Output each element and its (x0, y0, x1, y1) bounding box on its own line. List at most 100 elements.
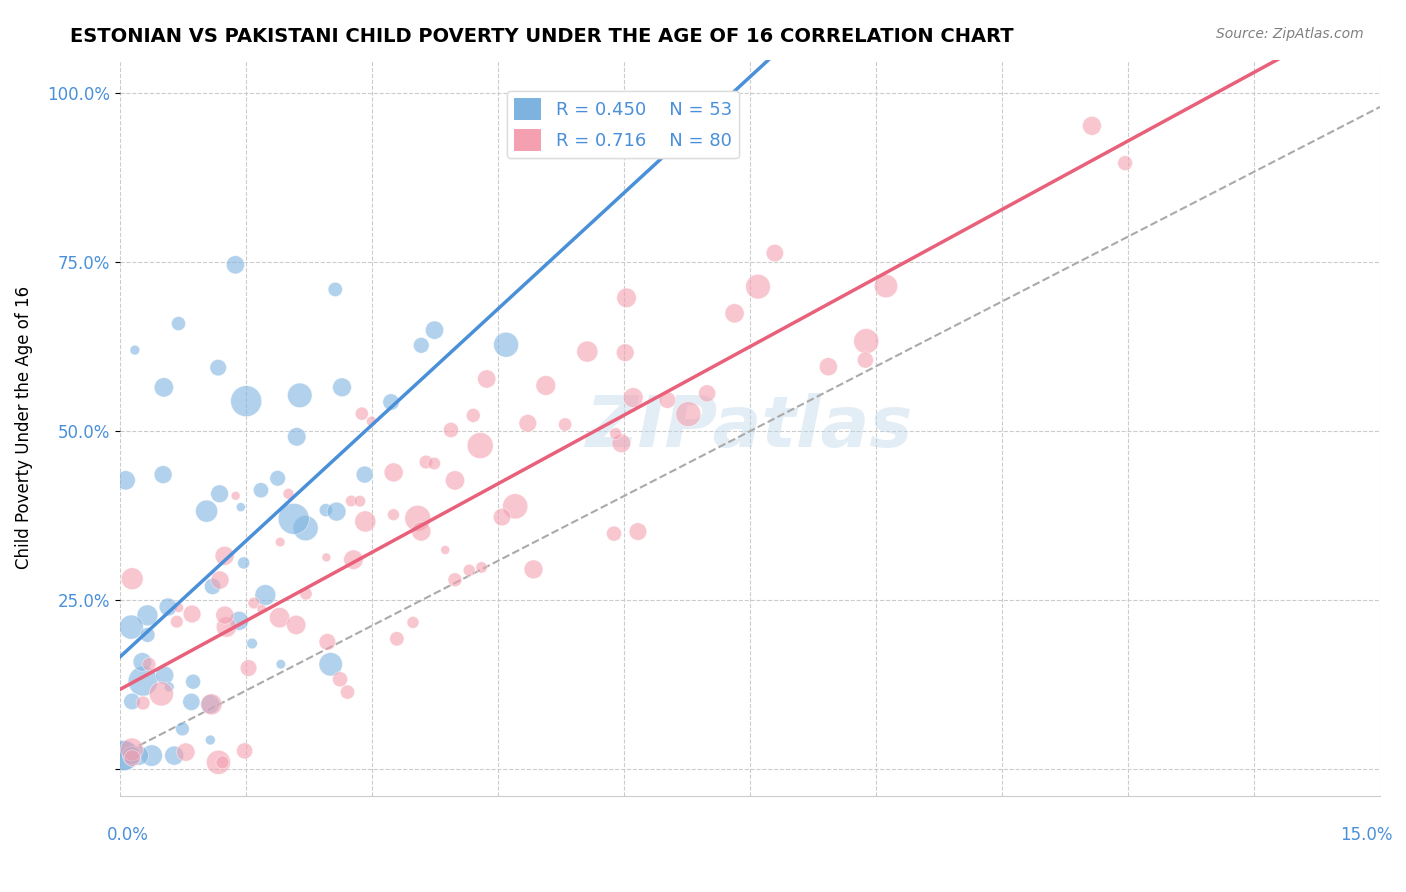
Point (285, 618, 308, 632)
Point (554, 417, 576, 432)
Point (576, 344, 599, 359)
Point (385, 632, 408, 646)
Point (288, 388, 311, 402)
Point (330, 380, 353, 394)
Point (233, 744, 256, 758)
Point (747, 279, 769, 293)
Point (157, 680, 180, 694)
Point (350, 407, 373, 421)
Point (402, 615, 425, 630)
Point (131, 655, 153, 669)
Text: 0.0%: 0.0% (107, 826, 149, 845)
Point (495, 337, 517, 351)
Point (627, 524, 650, 539)
Point (360, 414, 382, 428)
Point (382, 466, 405, 480)
Point (172, 722, 194, 736)
Point (342, 552, 364, 566)
Point (855, 334, 877, 348)
Point (141, 748, 163, 763)
Point (471, 560, 494, 574)
Point (503, 500, 526, 514)
Point (406, 511, 429, 525)
Text: Source: ZipAtlas.com: Source: ZipAtlas.com (1216, 27, 1364, 41)
Point (285, 430, 308, 444)
Point (415, 455, 437, 469)
Point (121, 742, 143, 756)
Point (516, 417, 538, 431)
Point (411, 338, 433, 352)
Point (411, 524, 433, 539)
Point (157, 599, 180, 614)
Point (254, 588, 277, 602)
Point (522, 562, 544, 576)
Point (323, 282, 346, 296)
Point (382, 508, 405, 522)
Point (198, 698, 221, 712)
Point (229, 500, 252, 515)
Point (121, 751, 143, 765)
Point (283, 512, 305, 526)
Point (434, 543, 457, 558)
Point (250, 602, 273, 616)
Point (153, 668, 176, 682)
Point (120, 620, 142, 634)
Point (214, 608, 236, 623)
Point (150, 687, 173, 701)
Point (875, 279, 897, 293)
Point (207, 756, 229, 770)
Text: ESTONIAN VS PAKISTANI CHILD POVERTY UNDER THE AGE OF 16 CORRELATION CHART: ESTONIAN VS PAKISTANI CHILD POVERTY UNDE… (70, 27, 1014, 45)
Point (240, 636, 263, 650)
Point (444, 474, 467, 488)
Point (463, 409, 485, 423)
Point (181, 607, 204, 621)
Point (195, 504, 218, 518)
Point (853, 353, 876, 368)
Point (132, 674, 155, 689)
Point (200, 698, 222, 712)
Point (444, 573, 467, 587)
Point (817, 359, 839, 374)
Point (215, 620, 238, 634)
Point (121, 694, 143, 708)
Point (266, 471, 288, 485)
Point (269, 610, 291, 624)
Point (491, 510, 513, 524)
Point (128, 748, 150, 763)
Point (329, 673, 352, 687)
Point (167, 317, 190, 331)
Y-axis label: Child Poverty Under the Age of 16: Child Poverty Under the Age of 16 (15, 286, 32, 569)
Point (225, 489, 247, 503)
Text: 15.0%: 15.0% (1340, 826, 1393, 845)
Point (354, 515, 377, 529)
Point (270, 657, 292, 672)
Point (250, 483, 273, 498)
Point (163, 748, 186, 763)
Point (224, 258, 246, 272)
Point (336, 685, 359, 699)
Point (121, 748, 143, 763)
Point (340, 494, 363, 508)
Point (349, 494, 371, 508)
Point (121, 572, 143, 586)
Point (201, 579, 224, 593)
Point (152, 467, 174, 482)
Point (132, 696, 155, 710)
Point (696, 386, 718, 401)
Point (295, 587, 318, 601)
Point (423, 323, 446, 337)
Point (200, 733, 222, 747)
Text: ZIPatlas: ZIPatlas (586, 393, 914, 462)
Point (1081, 119, 1104, 133)
Point (1114, 156, 1136, 170)
Point (181, 674, 204, 689)
Point (124, 343, 146, 357)
Point (269, 535, 291, 549)
Point (180, 695, 202, 709)
Point (470, 438, 492, 452)
Point (228, 614, 250, 628)
Point (440, 423, 463, 437)
Point (610, 436, 633, 450)
Point (208, 573, 231, 587)
Point (138, 657, 160, 672)
